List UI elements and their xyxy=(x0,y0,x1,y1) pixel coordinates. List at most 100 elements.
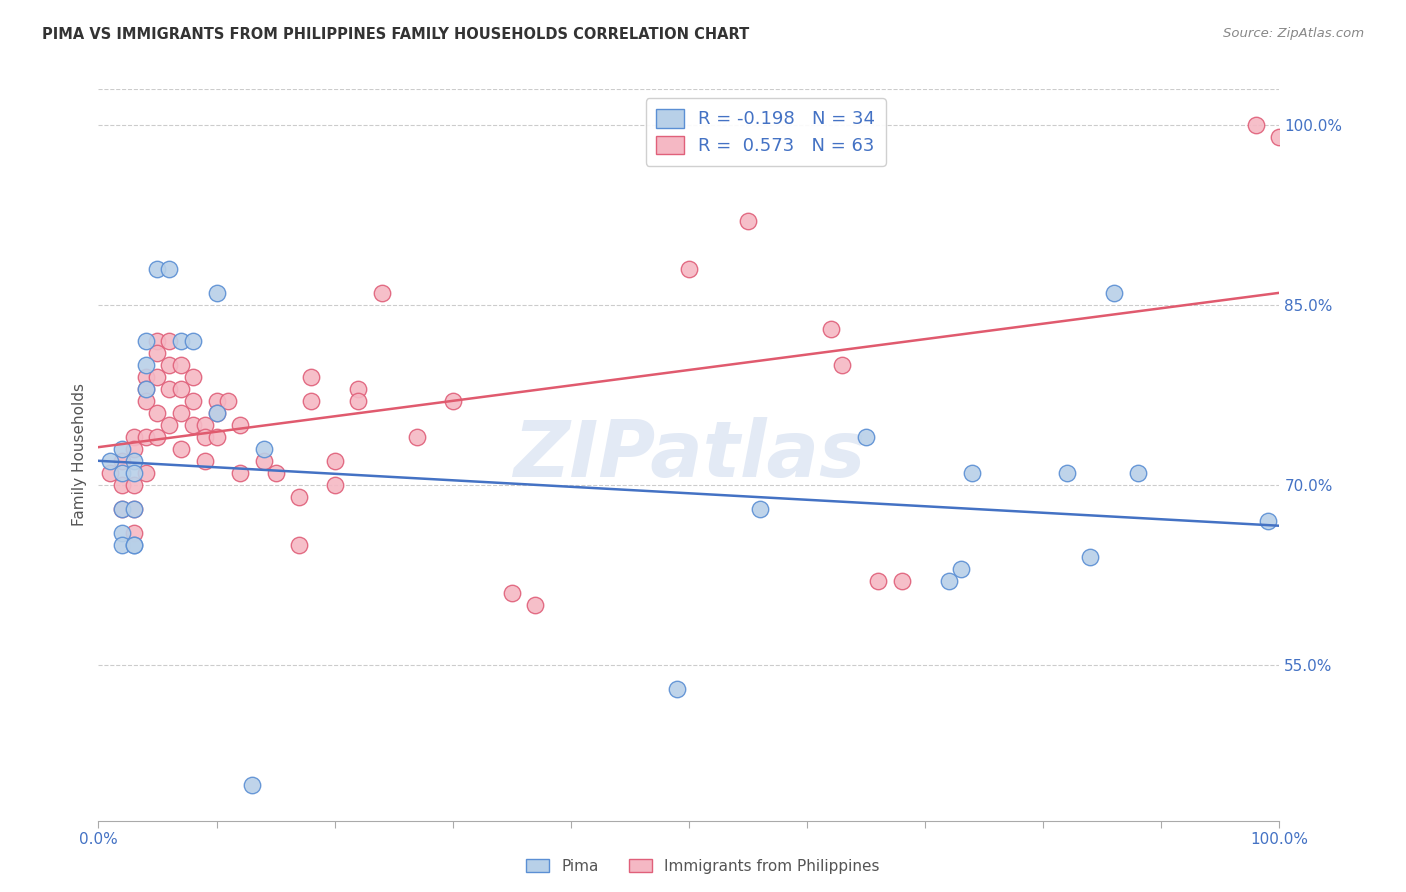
Point xyxy=(98,454,121,468)
Point xyxy=(229,417,252,432)
Point xyxy=(962,466,984,480)
Point xyxy=(737,214,759,228)
Point xyxy=(323,478,346,492)
Point xyxy=(229,466,252,480)
Point xyxy=(135,382,157,396)
Point xyxy=(181,334,204,348)
Point xyxy=(122,466,145,480)
Point xyxy=(288,490,311,504)
Point xyxy=(1268,130,1291,145)
Point xyxy=(194,417,217,432)
Point xyxy=(1080,549,1102,564)
Text: PIMA VS IMMIGRANTS FROM PHILIPPINES FAMILY HOUSEHOLDS CORRELATION CHART: PIMA VS IMMIGRANTS FROM PHILIPPINES FAMI… xyxy=(42,27,749,42)
Point xyxy=(299,370,322,384)
Point xyxy=(111,442,134,456)
Point xyxy=(135,394,157,409)
Point xyxy=(205,394,228,409)
Text: ZIPatlas: ZIPatlas xyxy=(513,417,865,493)
Point xyxy=(122,525,145,540)
Point xyxy=(205,430,228,444)
Point xyxy=(253,454,276,468)
Point xyxy=(135,358,157,372)
Point xyxy=(938,574,960,588)
Point xyxy=(205,286,228,301)
Point xyxy=(866,574,889,588)
Point xyxy=(146,262,169,277)
Point xyxy=(820,322,842,336)
Point xyxy=(678,262,700,277)
Point xyxy=(111,538,134,552)
Legend: R = -0.198   N = 34, R =  0.573   N = 63: R = -0.198 N = 34, R = 0.573 N = 63 xyxy=(645,98,886,166)
Point xyxy=(157,417,180,432)
Point xyxy=(205,406,228,420)
Point xyxy=(831,358,853,372)
Point xyxy=(181,417,204,432)
Point xyxy=(146,346,169,360)
Point xyxy=(111,525,134,540)
Point xyxy=(157,334,180,348)
Point xyxy=(146,406,169,420)
Point xyxy=(170,334,193,348)
Point xyxy=(1257,514,1279,528)
Point xyxy=(111,454,134,468)
Point xyxy=(524,598,547,612)
Point xyxy=(122,501,145,516)
Point xyxy=(157,358,180,372)
Legend: Pima, Immigrants from Philippines: Pima, Immigrants from Philippines xyxy=(520,853,886,880)
Point xyxy=(1244,118,1267,132)
Point xyxy=(157,262,180,277)
Point xyxy=(135,334,157,348)
Point xyxy=(288,538,311,552)
Point xyxy=(170,442,193,456)
Point xyxy=(217,394,239,409)
Point xyxy=(264,466,287,480)
Point xyxy=(890,574,912,588)
Point xyxy=(205,406,228,420)
Point xyxy=(194,454,217,468)
Point xyxy=(122,538,145,552)
Point xyxy=(146,334,169,348)
Point xyxy=(122,501,145,516)
Point xyxy=(170,406,193,420)
Point xyxy=(855,430,877,444)
Point xyxy=(135,430,157,444)
Point xyxy=(111,478,134,492)
Point xyxy=(157,382,180,396)
Point xyxy=(194,430,217,444)
Point xyxy=(748,501,770,516)
Point xyxy=(111,501,134,516)
Point xyxy=(146,370,169,384)
Point xyxy=(1126,466,1149,480)
Point xyxy=(122,538,145,552)
Point xyxy=(122,442,145,456)
Point xyxy=(323,454,346,468)
Point xyxy=(146,430,169,444)
Point xyxy=(666,681,689,696)
Point xyxy=(181,394,204,409)
Point xyxy=(135,370,157,384)
Point xyxy=(122,430,145,444)
Point xyxy=(347,382,370,396)
Point xyxy=(949,562,972,576)
Point xyxy=(170,382,193,396)
Point xyxy=(122,478,145,492)
Point xyxy=(1102,286,1125,301)
Point xyxy=(1056,466,1078,480)
Point xyxy=(299,394,322,409)
Point xyxy=(170,358,193,372)
Point xyxy=(253,442,276,456)
Point xyxy=(111,466,134,480)
Text: Source: ZipAtlas.com: Source: ZipAtlas.com xyxy=(1223,27,1364,40)
Point xyxy=(98,466,121,480)
Point xyxy=(441,394,464,409)
Point xyxy=(501,586,523,600)
Point xyxy=(371,286,394,301)
Point xyxy=(135,466,157,480)
Point xyxy=(240,778,263,792)
Point xyxy=(122,454,145,468)
Point xyxy=(111,501,134,516)
Point xyxy=(135,382,157,396)
Point xyxy=(181,370,204,384)
Y-axis label: Family Households: Family Households xyxy=(72,384,87,526)
Point xyxy=(347,394,370,409)
